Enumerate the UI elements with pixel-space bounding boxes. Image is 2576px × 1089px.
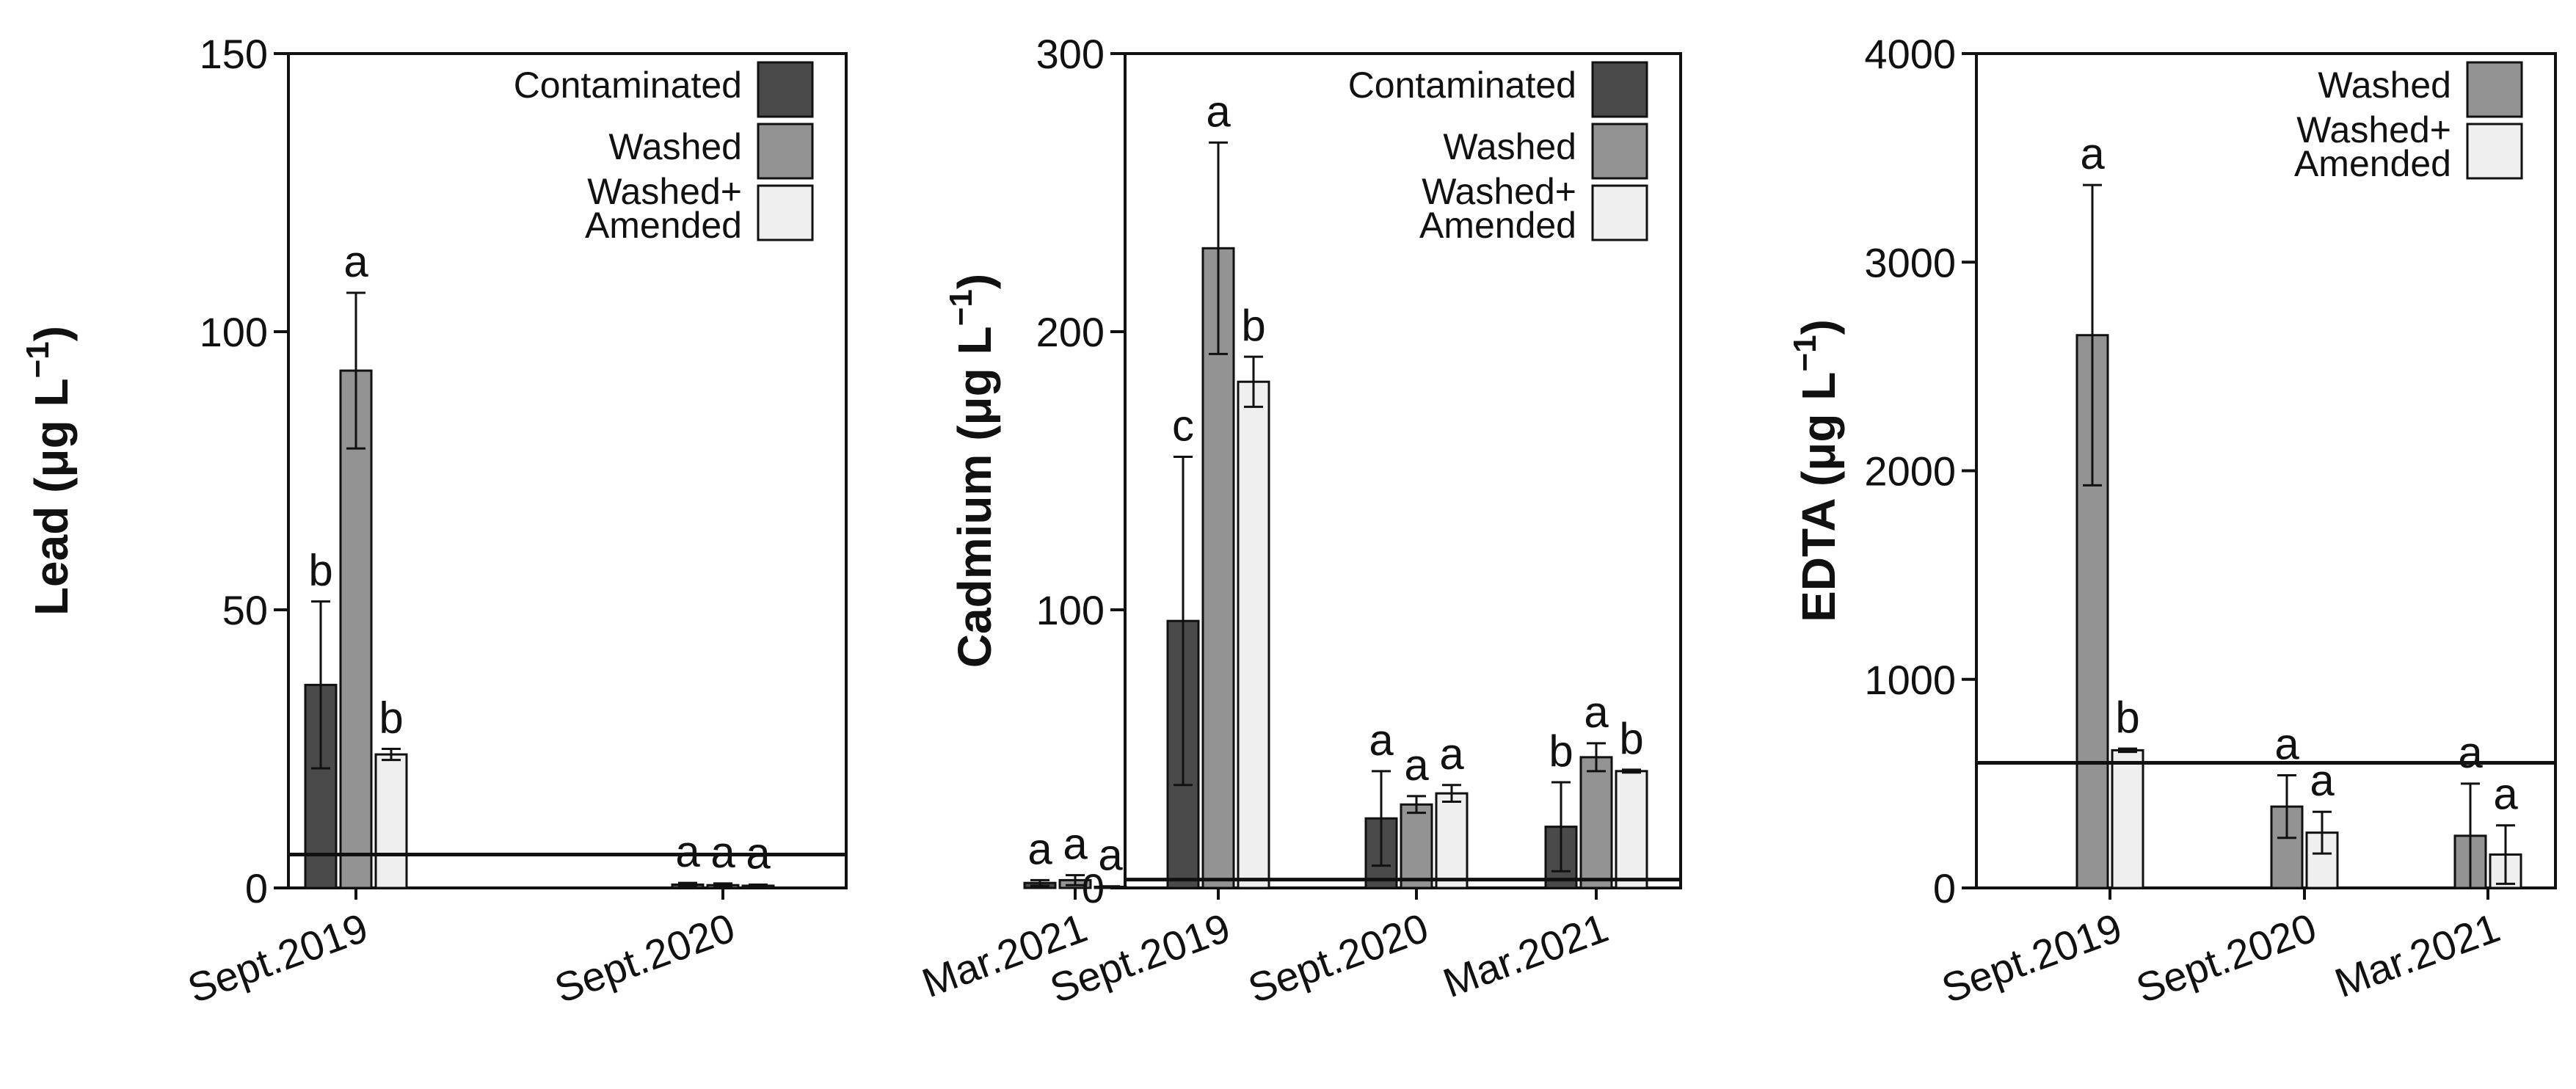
significance-label: a [1206, 87, 1231, 136]
y-tick-label: 50 [222, 587, 268, 633]
significance-label: a [675, 827, 700, 876]
y-tick-label: 0 [1082, 865, 1105, 911]
significance-label: b [308, 546, 332, 595]
y-tick-label: 2000 [1864, 448, 1956, 495]
significance-label: b [1549, 726, 1573, 776]
y-axis-title-close: ) [948, 274, 1001, 289]
legend-label: Amended [1419, 205, 1576, 246]
legend-label: Washed [1443, 126, 1576, 167]
significance-label: a [1584, 688, 1609, 737]
significance-label: b [1619, 714, 1643, 763]
y-tick-label: 200 [1036, 309, 1105, 355]
y-tick-label: 150 [200, 31, 268, 77]
plot-frame [287, 52, 848, 889]
y-tick-label: 1000 [1864, 657, 1956, 703]
y-tick-label: 0 [1933, 865, 1956, 911]
x-category-label: Sept.2020 [1242, 904, 1434, 1012]
y-tick-label: 300 [1036, 31, 1105, 77]
y-axis-title: Lead (μg L−1) [20, 326, 78, 616]
significance-label: a [2493, 770, 2518, 819]
y-axis-title-main: Cadmium (μg L [948, 326, 1001, 668]
x-category-label: Sept.2020 [549, 904, 741, 1012]
significance-label: a [710, 828, 735, 877]
bar-washed-amended [374, 753, 408, 889]
significance-label: a [1027, 824, 1052, 873]
bar-washed-amended [1237, 380, 1270, 889]
y-axis-title-main: Lead (μg L [25, 378, 78, 616]
x-category-label: Sept.2019 [1936, 904, 2128, 1012]
significance-label: c [1172, 401, 1194, 451]
legend-swatch-washed-amended [757, 184, 814, 241]
y-axis-title-sup: −1 [1787, 335, 1823, 371]
legend-label: Washed+ [1422, 171, 1576, 212]
y-tick-label: 0 [245, 865, 268, 911]
significance-label: a [2274, 720, 2299, 769]
y-axis-title-sup: −1 [20, 341, 56, 378]
y-axis-title: Cadmium (μg L−1) [943, 274, 1001, 668]
bar-washed-amended [2111, 749, 2144, 889]
legend-swatch-contaminated [1591, 61, 1648, 118]
x-category-label: Mar.2021 [2329, 904, 2506, 1006]
significance-label: a [1439, 729, 1464, 779]
legend-swatch-washed [2466, 61, 2523, 118]
legend-swatch-washed-amended [1591, 184, 1648, 241]
x-category-label: Mar.2021 [1437, 904, 1614, 1006]
x-category-label: Sept.2019 [182, 904, 374, 1012]
significance-label: b [2115, 693, 2139, 742]
y-tick-label: 100 [1036, 587, 1105, 633]
bar-washed [1400, 803, 1433, 889]
legend-swatch-washed [757, 123, 814, 180]
y-tick-label: 3000 [1864, 239, 1956, 285]
significance-label: a [1404, 740, 1429, 790]
y-axis-title-close: ) [25, 326, 78, 341]
significance-label: a [1063, 820, 1088, 869]
significance-label: a [1098, 831, 1123, 880]
bar-washed [1579, 756, 1613, 889]
significance-label: a [2458, 728, 2483, 777]
significance-label: a [2080, 129, 2105, 178]
y-axis-title: EDTA (μg L−1) [1787, 319, 1845, 622]
legend-label: Washed [608, 126, 742, 167]
bar-washed-amended [1435, 792, 1469, 889]
y-tick-label: 100 [200, 309, 268, 355]
legend-label: Amended [2294, 143, 2451, 184]
legend-label: Washed+ [587, 171, 742, 212]
legend-swatch-washed [1591, 123, 1648, 180]
legend-swatch-contaminated [757, 61, 814, 118]
x-category-label: Sept.2020 [2131, 904, 2322, 1012]
chart-panel-2: 0 1000 2000 3000 4000 EDTA (μg L−1) a b Sept.201… [1787, 31, 2557, 1012]
legend-label: Contaminated [1348, 65, 1576, 106]
legend-label: Amended [585, 205, 742, 246]
y-axis-title-sup: −1 [943, 289, 979, 326]
y-tick-label: 4000 [1864, 31, 1956, 77]
bar-washed-amended [1615, 770, 1648, 889]
significance-label: b [1241, 301, 1265, 350]
significance-label: a [343, 237, 368, 286]
significance-label: b [379, 693, 403, 743]
legend-label: Contaminated [514, 65, 742, 106]
y-axis-title-main: EDTA (μg L [1792, 372, 1845, 622]
legend-label: Washed+ [2296, 109, 2451, 150]
bar-washed [339, 369, 373, 889]
legend-label: Washed [2318, 65, 2451, 106]
legend-swatch-washed-amended [2466, 123, 2523, 180]
y-axis-title-close: ) [1792, 319, 1845, 335]
significance-label: a [1369, 715, 1394, 765]
